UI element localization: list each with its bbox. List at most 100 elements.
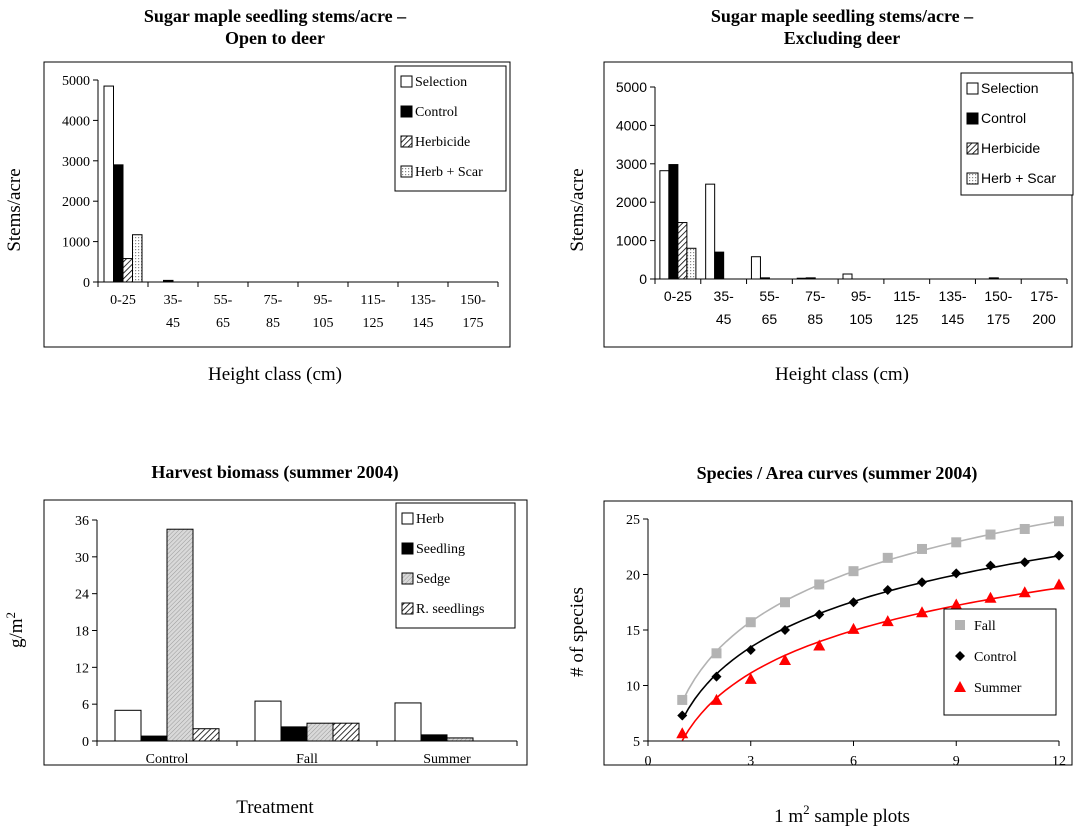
y-axis-label: g/m2 bbox=[3, 612, 27, 648]
y-axis-label: Stems/acre bbox=[4, 168, 25, 251]
bar-control bbox=[714, 251, 725, 280]
y-tick-label: 36 bbox=[75, 514, 89, 529]
marker-square bbox=[882, 552, 893, 563]
x-tick-label: 85 bbox=[266, 316, 280, 331]
bar-selection bbox=[796, 277, 807, 280]
marker-square bbox=[1019, 523, 1030, 534]
chart-title: Species / Area curves (summer 2004) bbox=[697, 463, 978, 484]
x-tick-label: 75- bbox=[264, 293, 283, 308]
chart-title: Harvest biomass (summer 2004) bbox=[151, 462, 398, 483]
x-tick-label: 3 bbox=[747, 754, 754, 769]
marker-triangle bbox=[1018, 586, 1031, 598]
x-tick-label: 105 bbox=[849, 311, 873, 327]
y-tick-label: 15 bbox=[626, 624, 640, 639]
bar-herbicide bbox=[122, 258, 133, 283]
chart-3: Species / Area curves (summer 2004) 5 10 15… bbox=[567, 463, 1073, 827]
marker-triangle bbox=[813, 639, 826, 651]
legend-swatch bbox=[966, 142, 979, 155]
marker-diamond bbox=[848, 597, 859, 608]
marker-triangle bbox=[881, 615, 894, 627]
x-tick-label: 200 bbox=[1032, 311, 1056, 327]
legend-swatch bbox=[401, 542, 414, 555]
x-tick-label: 135- bbox=[410, 293, 436, 308]
chart-title: Sugar maple seedling stems/acre – bbox=[711, 6, 974, 26]
x-axis-label: 1 m2 sample plots bbox=[774, 802, 910, 827]
x-tick-label: 135- bbox=[939, 288, 967, 304]
x-axis-label: Height class (cm) bbox=[208, 364, 342, 385]
x-tick-label: 175- bbox=[1030, 288, 1058, 304]
legend-label: Selection bbox=[415, 75, 467, 90]
marker-triangle bbox=[1053, 578, 1065, 590]
legend-swatch bbox=[400, 105, 413, 118]
y-tick-label: 1000 bbox=[616, 233, 647, 249]
legend-swatch bbox=[401, 602, 414, 615]
chart-subtitle: Excluding deer bbox=[784, 28, 901, 48]
y-axis-label: # of species bbox=[567, 587, 588, 677]
bar-seedling bbox=[420, 734, 448, 742]
marker-diamond bbox=[780, 625, 790, 635]
x-tick-label: 65 bbox=[216, 316, 230, 331]
x-tick-label: 45 bbox=[166, 316, 180, 331]
legend-swatch bbox=[966, 172, 979, 185]
legend-label: Summer bbox=[974, 681, 1022, 696]
marker-square bbox=[848, 566, 859, 577]
legend-swatch bbox=[400, 75, 413, 88]
x-tick-label: 115- bbox=[360, 293, 385, 308]
marker-diamond bbox=[917, 577, 927, 588]
x-axis-label-text: 1 m bbox=[774, 806, 803, 827]
bar-selection bbox=[103, 85, 114, 283]
bar-selection bbox=[659, 170, 670, 280]
x-tick-label: 150- bbox=[460, 293, 486, 308]
chart-frame bbox=[603, 500, 1073, 766]
x-axis-label: Height class (cm) bbox=[775, 364, 909, 385]
marker-triangle bbox=[950, 598, 963, 610]
x-axis-label: Treatment bbox=[236, 797, 314, 818]
marker-square bbox=[951, 537, 962, 548]
x-tick-label: 115- bbox=[893, 288, 920, 304]
legend-label: Herb + Scar bbox=[981, 170, 1056, 186]
x-tick-label: 85 bbox=[807, 311, 823, 327]
bar-sedge bbox=[166, 528, 194, 742]
y-tick-label: 2000 bbox=[616, 194, 647, 210]
chart-2: Harvest biomass (summer 2004) 0 6 12 18 24 30 3… bbox=[3, 462, 528, 818]
x-tick-label: Control bbox=[146, 752, 189, 767]
legend-label: Herbicide bbox=[981, 140, 1040, 156]
y-tick-label: 12 bbox=[75, 661, 89, 676]
x-tick-label: 9 bbox=[953, 754, 960, 769]
marker-square bbox=[677, 694, 688, 705]
y-tick-label: 25 bbox=[626, 513, 640, 528]
legend-box bbox=[394, 65, 507, 192]
legend-swatch bbox=[401, 572, 414, 585]
x-tick-label: 125 bbox=[895, 311, 919, 327]
y-tick-label: 4000 bbox=[62, 114, 90, 129]
marker-diamond bbox=[951, 568, 962, 579]
x-tick-label: 175 bbox=[463, 316, 484, 331]
marker-diamond bbox=[1019, 557, 1030, 568]
bar-selection bbox=[705, 183, 716, 280]
bar-selection bbox=[750, 256, 761, 280]
marker-square bbox=[985, 529, 996, 540]
legend-box bbox=[395, 502, 516, 629]
bar-seedling bbox=[280, 726, 308, 742]
bar-selection bbox=[842, 273, 853, 280]
y-tick-label: 20 bbox=[626, 569, 640, 584]
chart-frame bbox=[43, 61, 511, 348]
marker-square bbox=[745, 617, 756, 628]
y-tick-label: 10 bbox=[626, 680, 640, 695]
chart-subtitle: Open to deer bbox=[225, 28, 325, 48]
x-tick-label: 55- bbox=[214, 293, 233, 308]
x-tick-label: Fall bbox=[296, 752, 318, 767]
legend-label: Herbicide bbox=[415, 135, 470, 150]
legend-box bbox=[960, 72, 1074, 196]
marker-diamond bbox=[1054, 550, 1064, 561]
bar-control bbox=[988, 277, 999, 280]
x-tick-label: 35- bbox=[164, 293, 183, 308]
x-tick-label: 55- bbox=[759, 288, 780, 304]
y-axis-label: Stems/acre bbox=[567, 168, 588, 251]
trendline-control bbox=[681, 555, 1060, 720]
bar-herb-scar bbox=[686, 247, 697, 280]
marker-triangle bbox=[954, 681, 966, 692]
marker-diamond bbox=[677, 710, 688, 721]
legend-label: Control bbox=[974, 650, 1017, 665]
